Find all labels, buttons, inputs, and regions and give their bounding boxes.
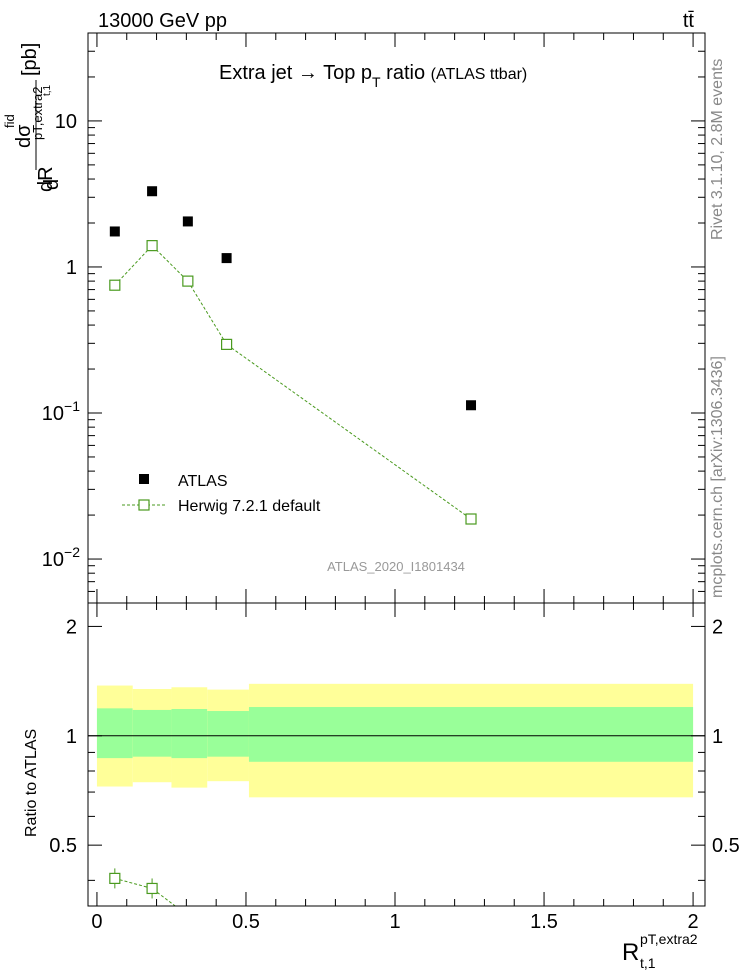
ratio-ytick-label-left: 1 xyxy=(66,726,77,748)
ratio-ytick-label-right: 0.5 xyxy=(712,835,740,857)
xtick-label: 1.5 xyxy=(530,911,558,933)
title-small: (ATLAS ttbar) xyxy=(431,66,528,83)
legend-label-herwig: Herwig 7.2.1 default xyxy=(178,498,321,515)
herwig-ratio-line xyxy=(114,877,177,906)
main-axis-ticks: 10 1 10−1 10−2 xyxy=(42,32,705,604)
legend-marker-atlas xyxy=(139,474,149,484)
ylabel-d: d xyxy=(41,179,63,190)
main-panel: 10 1 10−1 10−2 Extra jet → Top pT ratio (AT… xyxy=(2,32,706,604)
analysis-label: ATLAS_2020_I1801434 xyxy=(327,559,465,574)
chart-title: Extra jet → Top pT ratio (ATLAS ttbar) xyxy=(219,62,527,90)
ylabel-fid: fid xyxy=(2,114,17,128)
main-frame xyxy=(87,32,706,604)
ratio-frame xyxy=(87,602,706,907)
title-rest: ratio xyxy=(381,62,431,84)
ratio-band-inner xyxy=(132,709,172,757)
process-label: tt̄ xyxy=(683,10,695,32)
xlabel-subscript: t,1 xyxy=(640,955,656,971)
herwig-point xyxy=(221,338,233,350)
ratio-band-inner xyxy=(207,711,249,757)
ratio-band-inner xyxy=(96,708,133,759)
main-ytick-label: 10 xyxy=(55,111,77,133)
title-main: Extra jet → Top p xyxy=(219,62,372,84)
xlabel-superscript: pT,extra2 xyxy=(640,931,698,947)
herwig-ratio-point xyxy=(183,911,193,921)
mcplots-label: mcplots.cern.ch [arXiv:1306.3436] xyxy=(709,356,726,598)
ratio-panel: 0.5 0.5 1 1 2 2 0 0.5 1 1.5 2 Ratio to ATLAS R t,1… xyxy=(23,602,740,971)
ratio-ytick-label-right: 1 xyxy=(712,726,723,748)
ratio-bands xyxy=(96,683,694,798)
main-series xyxy=(109,186,477,525)
xtick-label: 1 xyxy=(389,911,400,933)
ratio-band-inner xyxy=(248,707,694,762)
ratio-axis-ticks: 0.5 0.5 1 1 2 2 0 0.5 1 1.5 2 xyxy=(49,603,740,933)
ylabel-dsigma: dσ xyxy=(13,124,35,148)
ratio-series-group xyxy=(109,868,193,921)
main-ytick-label: 1 xyxy=(66,257,77,279)
ratio-band-inner xyxy=(171,709,208,759)
rivet-label: Rivet 3.1.10, 2.8M events xyxy=(709,59,726,240)
herwig-point xyxy=(146,240,158,252)
main-ytick-label: 10−2 xyxy=(42,544,80,571)
herwig-point xyxy=(182,275,194,287)
herwig-ratio-point xyxy=(146,882,158,895)
xlabel: R xyxy=(622,939,639,966)
ylabel-t1: t,1 xyxy=(42,84,53,96)
main-ytick-label: 10−1 xyxy=(42,398,80,425)
ylabel-extra2: pT,extra2 xyxy=(30,87,45,140)
ratio-series xyxy=(109,868,193,921)
atlas-point xyxy=(182,216,193,227)
main-ylabel: d dσ fid pT,extra2 t,1 dR [pb] xyxy=(2,43,63,192)
ratio-ytick-label-right: 2 xyxy=(712,616,723,638)
energy-label: 13000 GeV pp xyxy=(98,10,227,32)
herwig-point xyxy=(465,513,477,525)
xtick-label: 0 xyxy=(91,911,102,933)
legend: ATLAS Herwig 7.2.1 default xyxy=(122,473,321,515)
herwig-line xyxy=(114,244,472,520)
herwig-point xyxy=(109,279,121,291)
ratio-ylabel: Ratio to ATLAS xyxy=(23,729,40,837)
atlas-point xyxy=(466,400,477,411)
legend-label-atlas: ATLAS xyxy=(178,473,228,490)
xtick-label: 0.5 xyxy=(232,911,260,933)
ylabel-dR: dR xyxy=(35,166,57,192)
ratio-ytick-label-left: 2 xyxy=(66,616,77,638)
herwig-ratio-point xyxy=(109,872,121,884)
atlas-point xyxy=(147,186,158,197)
ylabel-unit: [pb] xyxy=(19,43,41,76)
atlas-point xyxy=(109,226,120,237)
ratio-ytick-label-left: 0.5 xyxy=(49,835,77,857)
title-subscript: T xyxy=(372,74,381,90)
atlas-point xyxy=(221,253,232,264)
legend-marker-herwig xyxy=(138,499,150,511)
xtick-label: 2 xyxy=(688,911,699,933)
xlabel-base: R xyxy=(622,939,639,966)
